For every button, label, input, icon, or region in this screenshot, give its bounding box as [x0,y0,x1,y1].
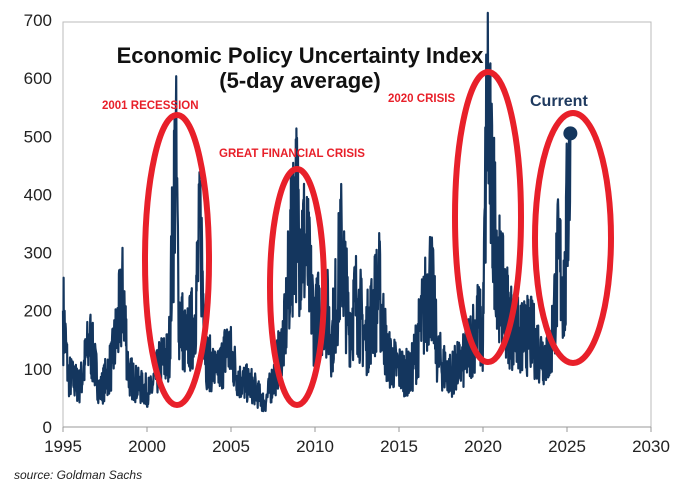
y-tick-label: 500 [24,127,52,146]
chart-subtitle: (5-day average) [219,68,380,93]
y-tick-label: 100 [24,360,52,379]
annotation-2020-crisis: 2020 CRISIS [388,93,455,105]
current-marker [563,126,578,141]
x-tick-label: 2010 [296,437,334,456]
y-tick-label: 0 [43,418,52,437]
current-label: Current [530,93,588,110]
x-tick-label: 2000 [128,437,166,456]
x-tick-label: 2020 [464,437,502,456]
x-tick-label: 2015 [380,437,418,456]
ellipse-current [532,110,614,366]
source-note: source: Goldman Sachs [14,468,143,482]
y-tick-label: 600 [24,69,52,88]
chart-title: Economic Policy Uncertainty Index [117,43,485,68]
y-tick-label: 700 [24,11,52,30]
ellipse-2001-recession [142,112,212,408]
ellipse-2020-crisis [452,69,524,365]
x-tick-label: 2030 [632,437,670,456]
x-tick-label: 2005 [212,437,250,456]
ellipse-great-financial-crisis [267,166,327,408]
annotation-2001-recession: 2001 RECESSION [102,100,199,112]
y-tick-label: 200 [24,302,52,321]
annotation-great-financial-crisis: GREAT FINANCIAL CRISIS [219,148,365,160]
y-tick-label: 300 [24,244,52,263]
x-tick-label: 1995 [44,437,82,456]
x-tick-label: 2025 [548,437,586,456]
series-line [61,11,572,413]
y-tick-label: 400 [24,185,52,204]
